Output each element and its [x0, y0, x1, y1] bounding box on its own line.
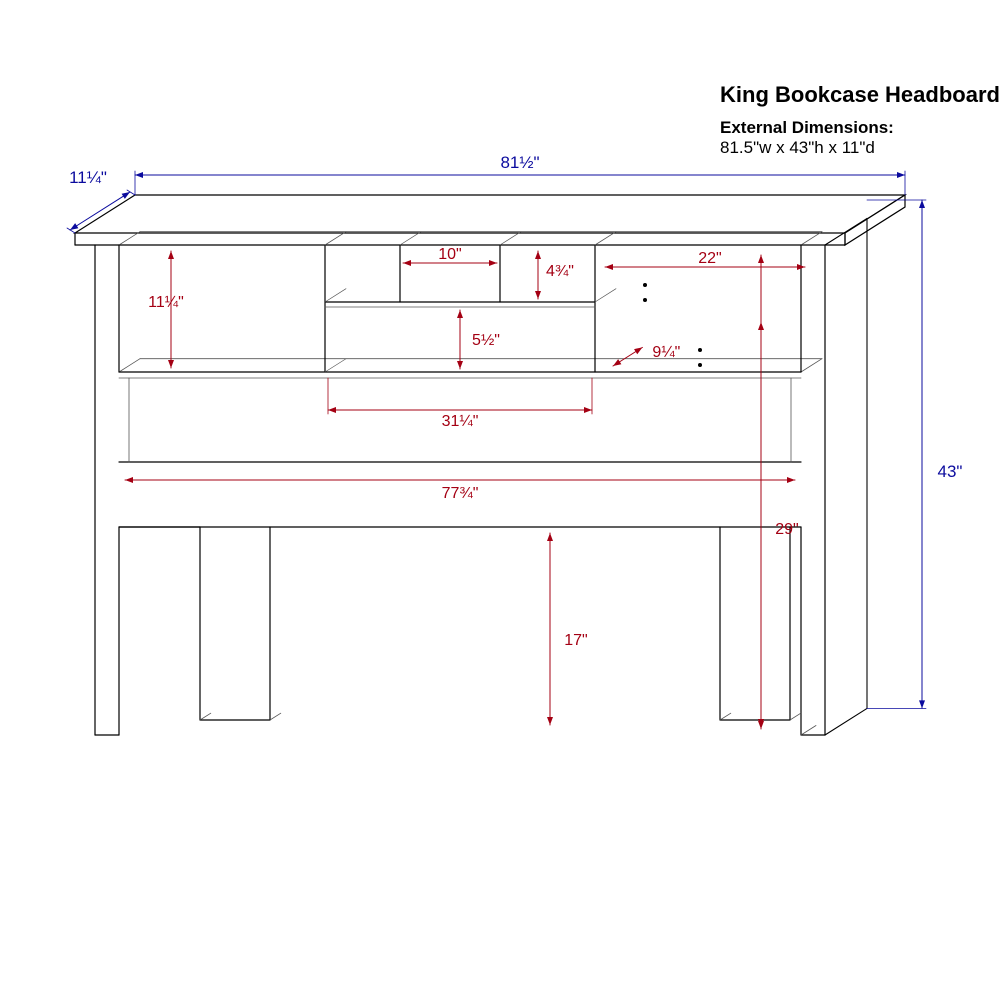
- dim-height: 43": [938, 462, 963, 482]
- dim-left_open_h: 11¼": [148, 294, 184, 312]
- dim-inner_w: 77¾": [442, 485, 479, 503]
- dim-right_w: 22": [698, 250, 721, 268]
- dim-depth: 11¼": [69, 168, 107, 188]
- dim-right_d: 9¼": [652, 344, 680, 362]
- dim-cubby_w: 10": [438, 246, 461, 264]
- drawing-svg: [0, 0, 1000, 1000]
- diagram-canvas: King Bookcase Headboard External Dimensi…: [0, 0, 1000, 1000]
- dim-lower_mid_h: 5½": [472, 332, 500, 350]
- dim-front_h: 29": [775, 521, 798, 539]
- dim-width: 81½": [500, 153, 539, 173]
- dim-cubby_h: 4¾": [546, 263, 574, 281]
- dim-clear_h: 17": [564, 632, 587, 650]
- dim-mid_total_w: 31¼": [442, 413, 479, 431]
